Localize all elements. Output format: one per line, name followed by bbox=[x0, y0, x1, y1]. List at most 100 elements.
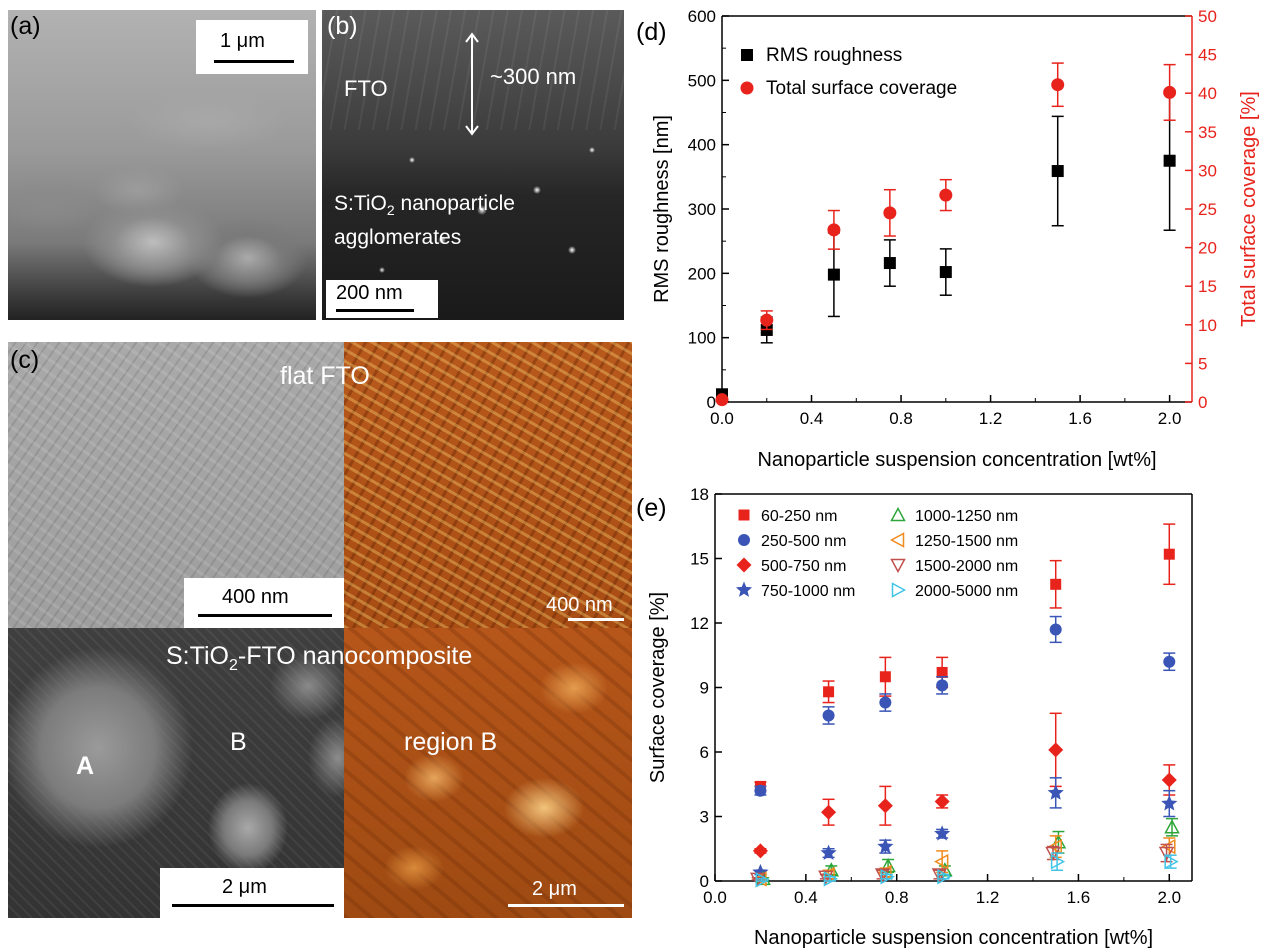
data-point bbox=[1163, 655, 1176, 668]
legend-label: 500-750 nm bbox=[761, 558, 846, 575]
panel-a-scale-bar bbox=[214, 60, 294, 63]
panel-c-bottom-title: S:TiO2-FTO nanocomposite bbox=[166, 642, 472, 675]
data-point bbox=[1047, 838, 1062, 855]
data-point bbox=[1161, 772, 1177, 788]
series-total-surface-coverage bbox=[715, 62, 1177, 407]
panel-c-afm-bottom-scale-bar bbox=[508, 904, 624, 907]
error-bar bbox=[1051, 852, 1064, 871]
x-tick-label: 1.2 bbox=[976, 888, 1000, 907]
y-tick-label: 400 bbox=[688, 136, 716, 155]
data-point bbox=[1048, 742, 1064, 758]
y2-tick-label: 0 bbox=[1198, 393, 1207, 412]
data-point bbox=[934, 825, 951, 841]
data-point bbox=[879, 696, 892, 709]
x-tick-label: 1.6 bbox=[1068, 409, 1092, 428]
y-tick-label: 100 bbox=[688, 329, 716, 348]
x-tick-label: 2.0 bbox=[1158, 409, 1182, 428]
y2-tick-label: 25 bbox=[1198, 200, 1217, 219]
y-tick-label: 0 bbox=[700, 872, 709, 891]
data-point bbox=[827, 223, 841, 237]
x-tick-label: 0.4 bbox=[794, 888, 818, 907]
panel-b-particle-label: S:TiO2 nanoparticle agglomerates bbox=[334, 190, 515, 252]
y-axis-title: RMS roughness [nm] bbox=[651, 115, 673, 303]
panel-b-scale-label: 200 nm bbox=[336, 282, 403, 304]
y2-tick-label: 30 bbox=[1198, 161, 1217, 180]
y-tick-label: 9 bbox=[700, 679, 709, 698]
y2-tick-label: 20 bbox=[1198, 239, 1217, 258]
panel-b-thickness-label: ~300 nm bbox=[490, 64, 577, 89]
legend-label: 750-1000 nm bbox=[761, 583, 855, 600]
y2-tick-label: 15 bbox=[1198, 277, 1217, 296]
data-point bbox=[821, 804, 837, 820]
panel-a-sem-image: 1 μm bbox=[8, 10, 316, 320]
panel-c-afm-flat-fto: 400 nm bbox=[344, 342, 632, 628]
chart-d-rms-coverage: 0.0 0.4 0.8 1.2 1.6 2.0 0 100 200 300 400 500 600 0 5 1… bbox=[636, 7, 1260, 471]
data-point bbox=[1050, 853, 1066, 870]
series-2000-5000-nm bbox=[755, 852, 1179, 888]
legend-marker bbox=[740, 81, 754, 95]
legend-marker bbox=[890, 558, 906, 574]
panel-c-afm-region-label: region B bbox=[404, 728, 498, 756]
data-point bbox=[823, 686, 835, 698]
y2-tick-label: 40 bbox=[1198, 84, 1217, 103]
data-point bbox=[879, 671, 891, 683]
panel-b-particle-suffix: nanoparticle bbox=[394, 192, 515, 215]
y-tick-label: 200 bbox=[688, 264, 716, 283]
legend-marker bbox=[738, 534, 750, 546]
data-point bbox=[883, 206, 897, 220]
y-tick-label: 300 bbox=[688, 200, 716, 219]
panel-c-bottom-title-prefix: S:TiO bbox=[166, 642, 229, 670]
data-point bbox=[1050, 578, 1062, 590]
panel-c-sem-bottom-scale-label: 2 μm bbox=[222, 876, 267, 898]
data-point bbox=[883, 257, 896, 270]
panel-c-sem-scale-bar bbox=[198, 614, 332, 617]
x-tick-label: 1.2 bbox=[979, 409, 1003, 428]
data-point bbox=[755, 872, 770, 888]
data-point bbox=[1163, 548, 1175, 560]
data-point bbox=[1158, 846, 1175, 862]
y-tick-label: 18 bbox=[690, 485, 709, 504]
x-tick-label: 0.0 bbox=[703, 888, 727, 907]
data-point bbox=[1051, 165, 1064, 178]
data-point bbox=[754, 784, 767, 797]
panel-b-particle-prefix: S:TiO bbox=[334, 192, 387, 215]
y2-tick-label: 35 bbox=[1198, 123, 1217, 142]
data-point bbox=[823, 871, 839, 887]
chart-e-surface-coverage: 0.0 0.4 0.8 1.2 1.6 2.0 0 3 6 9 12 15 18 Nanoparticle… bbox=[636, 485, 1193, 949]
legend-label: 1000-1250 nm bbox=[915, 508, 1018, 525]
series-rms-roughness bbox=[716, 90, 1176, 401]
panel-a-scale-box bbox=[196, 20, 308, 74]
y-tick-label: 600 bbox=[688, 7, 716, 26]
data-point bbox=[820, 844, 837, 860]
data-point bbox=[939, 188, 953, 202]
panel-c-afm-scale-bar bbox=[568, 618, 624, 621]
y-tick-label: 3 bbox=[700, 808, 709, 827]
data-point bbox=[1164, 853, 1179, 870]
data-point bbox=[752, 843, 768, 859]
panel-c-sem-scale-label: 400 nm bbox=[222, 586, 289, 608]
x-tick-label: 0.4 bbox=[800, 409, 824, 428]
panel-c-label: (c) bbox=[10, 346, 40, 374]
legend-label: 1500-2000 nm bbox=[915, 558, 1018, 575]
panel-b-particle-line2: agglomerates bbox=[334, 226, 462, 250]
series-1500-2000-nm bbox=[749, 843, 1175, 887]
y2-axis-title: Total surface coverage [%] bbox=[1238, 91, 1260, 327]
data-point bbox=[936, 666, 948, 678]
y-tick-label: 12 bbox=[690, 614, 709, 633]
data-point bbox=[877, 798, 893, 814]
y-tick-label: 15 bbox=[690, 550, 709, 569]
data-point bbox=[934, 793, 950, 809]
panel-c-region-b-label: B bbox=[230, 728, 247, 756]
data-point bbox=[939, 266, 952, 279]
y2-tick-label: 45 bbox=[1198, 46, 1217, 65]
legend-label: RMS roughness bbox=[766, 45, 902, 66]
panel-a-scale-label: 1 μm bbox=[220, 30, 265, 52]
data-point bbox=[1161, 838, 1176, 855]
legend-marker bbox=[736, 557, 752, 573]
data-point bbox=[1047, 784, 1064, 800]
y-tick-label: 0 bbox=[707, 393, 716, 412]
panel-a-label: (a) bbox=[10, 12, 41, 40]
legend-label: 2000-5000 nm bbox=[915, 583, 1018, 600]
panel-c-sem-scale-box bbox=[184, 578, 344, 628]
panel-d-label: (d) bbox=[636, 18, 667, 46]
